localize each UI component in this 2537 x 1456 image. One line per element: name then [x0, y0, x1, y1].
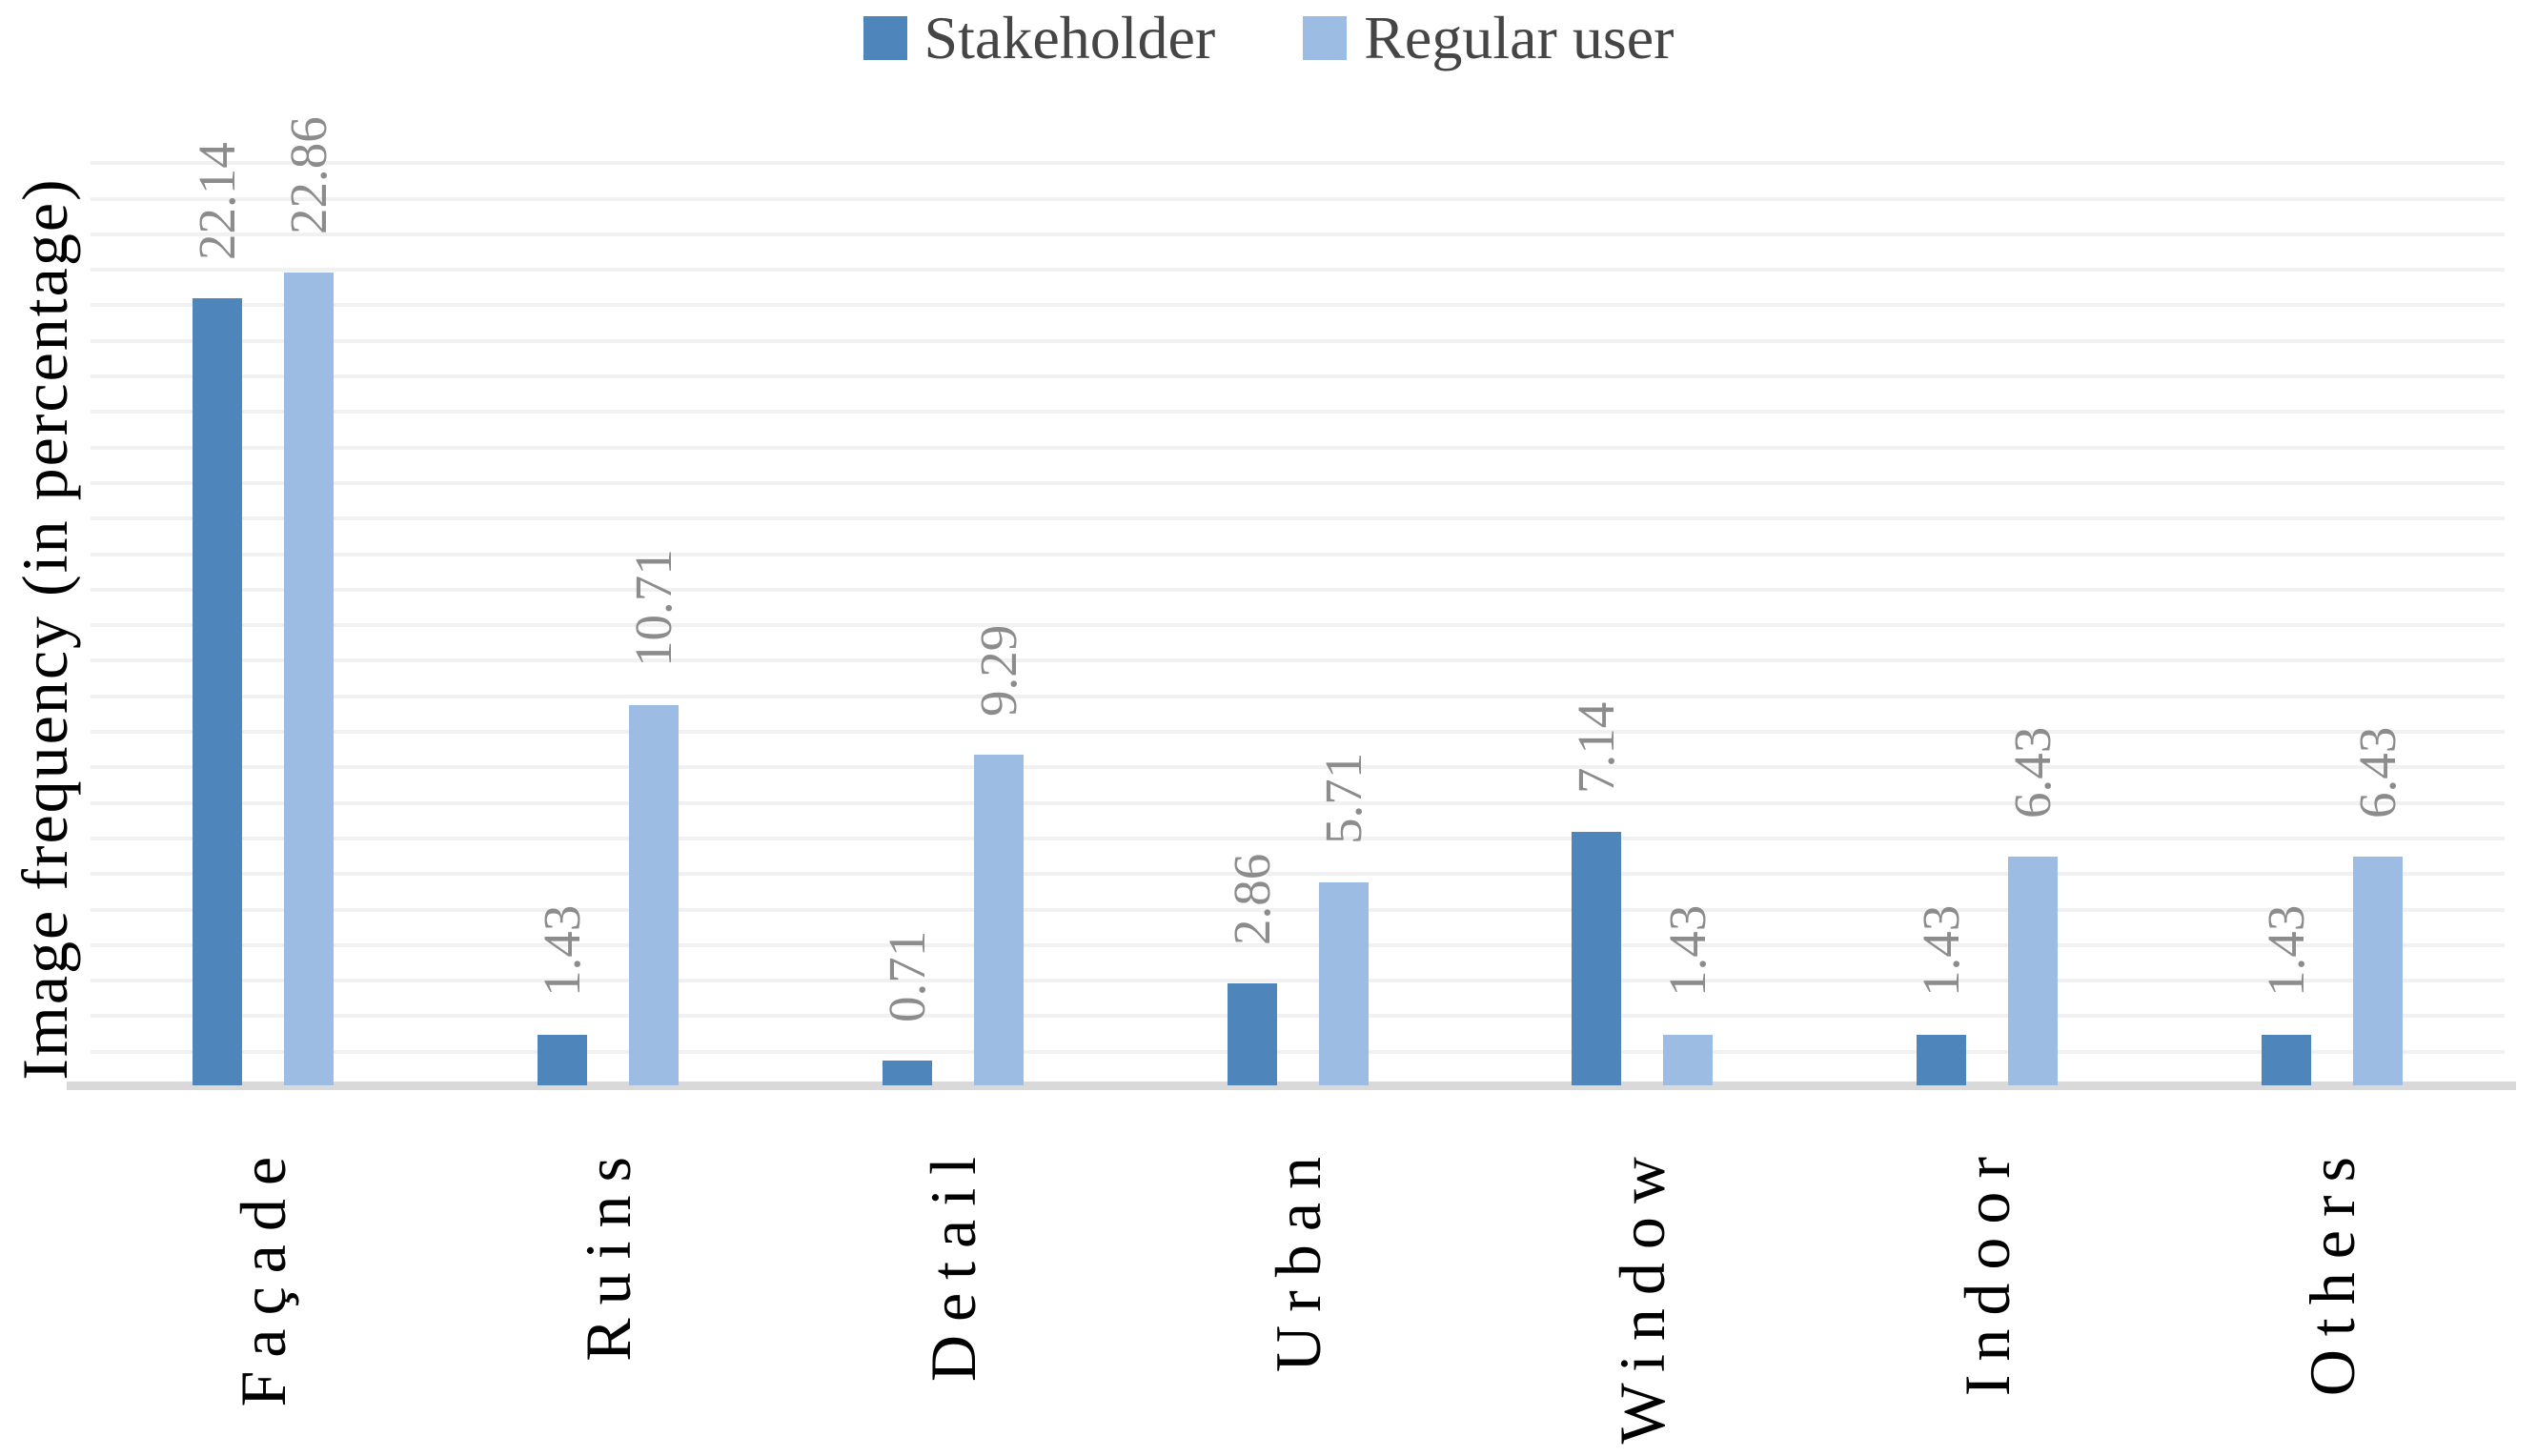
- value-label-regularuser-facade: 22.86: [279, 116, 337, 234]
- category-label-facade: Façade: [227, 1143, 299, 1407]
- bar-stakeholder-ruins: [538, 1035, 587, 1085]
- value-label-regularuser-urban: 5.71: [1314, 752, 1372, 844]
- bar-stakeholder-window: [1572, 832, 1621, 1085]
- gridline: [91, 588, 2505, 592]
- gridline: [91, 410, 2505, 414]
- value-label-regularuser-ruins: 10.71: [624, 549, 682, 667]
- bar-regularuser-indoor: [2008, 857, 2058, 1085]
- value-label-stakeholder-others: 1.43: [2257, 904, 2315, 997]
- category-label-window: Window: [1606, 1143, 1678, 1445]
- legend-item-regular-user: Regular user: [1303, 8, 1674, 69]
- legend-swatch-stakeholder-icon: [863, 16, 907, 60]
- gridline: [91, 765, 2505, 769]
- gridline: [91, 837, 2505, 840]
- gridline: [91, 233, 2505, 236]
- value-label-regularuser-indoor: 6.43: [2003, 726, 2061, 819]
- category-label-ruins: Ruins: [572, 1143, 644, 1362]
- gridline: [91, 161, 2505, 165]
- gridline: [91, 374, 2505, 378]
- value-label-stakeholder-facade: 22.14: [188, 142, 246, 260]
- category-label-detail: Detail: [917, 1143, 989, 1383]
- gridline: [91, 908, 2505, 912]
- gridline: [91, 1014, 2505, 1018]
- value-label-stakeholder-urban: 2.86: [1223, 853, 1281, 945]
- legend-swatch-regular-user-icon: [1303, 16, 1348, 60]
- value-label-regularuser-detail: 9.29: [969, 624, 1027, 717]
- gridline: [91, 623, 2505, 627]
- value-label-stakeholder-ruins: 1.43: [533, 904, 591, 997]
- value-label-stakeholder-window: 7.14: [1567, 701, 1625, 794]
- bar-stakeholder-detail: [883, 1061, 932, 1085]
- bar-stakeholder-others: [2262, 1035, 2311, 1085]
- bar-regularuser-facade: [284, 273, 334, 1085]
- gridline: [91, 553, 2505, 556]
- legend-item-stakeholder: Stakeholder: [863, 4, 1216, 71]
- bar-regularuser-detail: [974, 755, 1024, 1085]
- gridline: [91, 339, 2505, 343]
- category-label-others: Others: [2296, 1143, 2368, 1397]
- bar-stakeholder-facade: [193, 298, 242, 1085]
- gridline: [91, 872, 2505, 876]
- bar-regularuser-window: [1663, 1035, 1713, 1085]
- bar-regularuser-ruins: [629, 705, 679, 1085]
- gridline: [91, 801, 2505, 805]
- gridline: [91, 446, 2505, 450]
- value-label-stakeholder-indoor: 1.43: [1912, 904, 1970, 997]
- gridline: [91, 516, 2505, 520]
- legend-label-stakeholder: Stakeholder: [923, 4, 1216, 71]
- gridline: [91, 943, 2505, 947]
- y-axis-title: Image frequency (in percentage): [9, 177, 81, 1081]
- gridline: [91, 481, 2505, 485]
- gridline: [91, 197, 2505, 201]
- legend-label-regular-user: Regular user: [1364, 4, 1674, 71]
- gridline: [91, 658, 2505, 662]
- gridline: [91, 303, 2505, 307]
- gridline: [91, 979, 2505, 982]
- gridline: [91, 1050, 2505, 1054]
- value-label-stakeholder-detail: 0.71: [878, 930, 936, 1022]
- value-label-regularuser-window: 1.43: [1658, 904, 1716, 997]
- x-axis-line: [67, 1082, 2516, 1090]
- category-label-indoor: Indoor: [1951, 1143, 2023, 1397]
- gridline: [91, 268, 2505, 272]
- gridline: [91, 730, 2505, 734]
- category-label-urban: Urban: [1262, 1143, 1334, 1372]
- value-label-regularuser-others: 6.43: [2348, 726, 2406, 819]
- bar-stakeholder-urban: [1228, 983, 1277, 1085]
- bar-regularuser-urban: [1319, 882, 1369, 1085]
- bar-stakeholder-indoor: [1917, 1035, 1966, 1085]
- gridline: [91, 695, 2505, 698]
- bar-regularuser-others: [2353, 857, 2403, 1085]
- legend: Stakeholder Regular user: [0, 8, 2537, 69]
